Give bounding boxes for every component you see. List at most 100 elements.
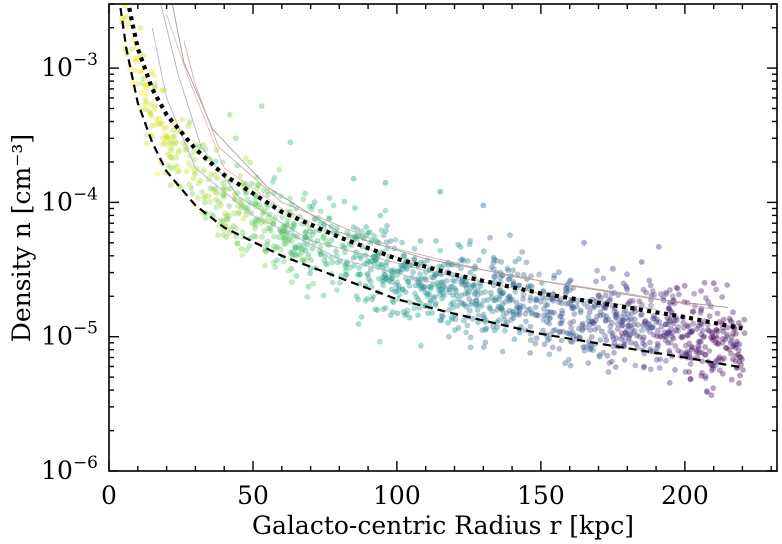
data-point: [254, 185, 260, 192]
data-point: [223, 213, 230, 219]
data-point: [462, 290, 469, 297]
data-point: [399, 239, 405, 246]
data-point: [562, 290, 569, 297]
data-point: [603, 337, 610, 344]
data-point: [372, 306, 379, 313]
data-point: [387, 238, 394, 245]
data-point: [480, 248, 487, 255]
data-point: [724, 331, 730, 338]
data-point: [140, 52, 147, 59]
data-point: [610, 335, 617, 342]
data-point: [509, 308, 516, 315]
data-point: [624, 271, 630, 278]
data-point: [463, 329, 469, 336]
data-point: [699, 370, 705, 376]
data-point: [682, 351, 689, 358]
data-point: [320, 292, 327, 299]
data-point: [508, 272, 515, 279]
data-point: [625, 335, 632, 342]
data-point: [655, 342, 661, 349]
data-point: [632, 362, 639, 369]
data-point: [163, 135, 170, 142]
data-point: [459, 281, 466, 288]
data-point: [709, 337, 716, 343]
data-point: [164, 133, 171, 140]
data-point: [608, 319, 615, 326]
data-point: [234, 240, 241, 247]
data-point: [716, 367, 723, 374]
data-point: [695, 338, 702, 345]
data-point: [288, 251, 295, 257]
data-point: [696, 349, 703, 356]
data-point: [624, 327, 630, 334]
data-point: [689, 309, 696, 315]
data-point: [467, 334, 474, 341]
data-point: [636, 298, 643, 305]
data-point: [470, 283, 476, 289]
data-point: [258, 103, 265, 110]
data-point: [732, 344, 739, 351]
data-point: [550, 327, 557, 334]
data-point: [393, 282, 399, 288]
data-point: [302, 247, 309, 254]
data-point: [658, 323, 665, 330]
data-point: [132, 58, 139, 64]
data-point: [334, 287, 340, 293]
data-point: [579, 320, 586, 327]
data-point: [384, 223, 390, 229]
data-point: [673, 317, 680, 324]
data-point: [678, 349, 685, 356]
data-point: [496, 317, 502, 324]
data-point: [161, 139, 168, 146]
data-point: [621, 310, 627, 316]
data-point: [517, 306, 523, 313]
data-point: [163, 124, 170, 131]
data-point: [533, 297, 540, 303]
data-point: [366, 259, 373, 265]
data-point: [576, 325, 582, 332]
data-point: [155, 115, 162, 122]
data-point: [424, 293, 431, 300]
data-point: [449, 314, 455, 321]
data-point: [510, 280, 516, 287]
data-point: [265, 191, 271, 198]
data-point: [519, 249, 526, 255]
data-point: [266, 211, 273, 218]
data-point: [602, 305, 609, 311]
data-point: [214, 190, 221, 196]
data-point: [183, 168, 190, 175]
data-point: [690, 308, 697, 315]
data-point: [563, 300, 570, 307]
data-point: [585, 318, 592, 325]
data-point: [374, 251, 381, 258]
data-point: [567, 362, 574, 369]
data-point: [437, 247, 444, 254]
data-point: [322, 237, 329, 244]
data-point: [451, 278, 458, 285]
data-point: [687, 328, 693, 335]
data-point: [386, 274, 393, 280]
data-point: [247, 159, 253, 166]
data-point: [466, 296, 472, 302]
data-point: [709, 333, 716, 340]
data-point: [541, 341, 548, 348]
data-point: [492, 279, 498, 285]
data-point: [511, 336, 518, 343]
data-point: [608, 283, 614, 290]
data-point: [482, 326, 489, 333]
data-point: [712, 339, 719, 346]
data-point: [655, 243, 662, 250]
data-point: [370, 293, 377, 300]
data-point: [173, 154, 180, 161]
data-point: [675, 347, 682, 354]
data-point: [527, 337, 534, 344]
data-point: [546, 315, 553, 322]
data-point: [627, 298, 633, 304]
data-point: [614, 326, 621, 332]
data-point: [624, 331, 630, 338]
data-point: [597, 309, 604, 316]
data-point: [431, 274, 437, 281]
data-point: [328, 254, 334, 261]
data-point: [597, 312, 604, 319]
data-point: [688, 344, 695, 350]
